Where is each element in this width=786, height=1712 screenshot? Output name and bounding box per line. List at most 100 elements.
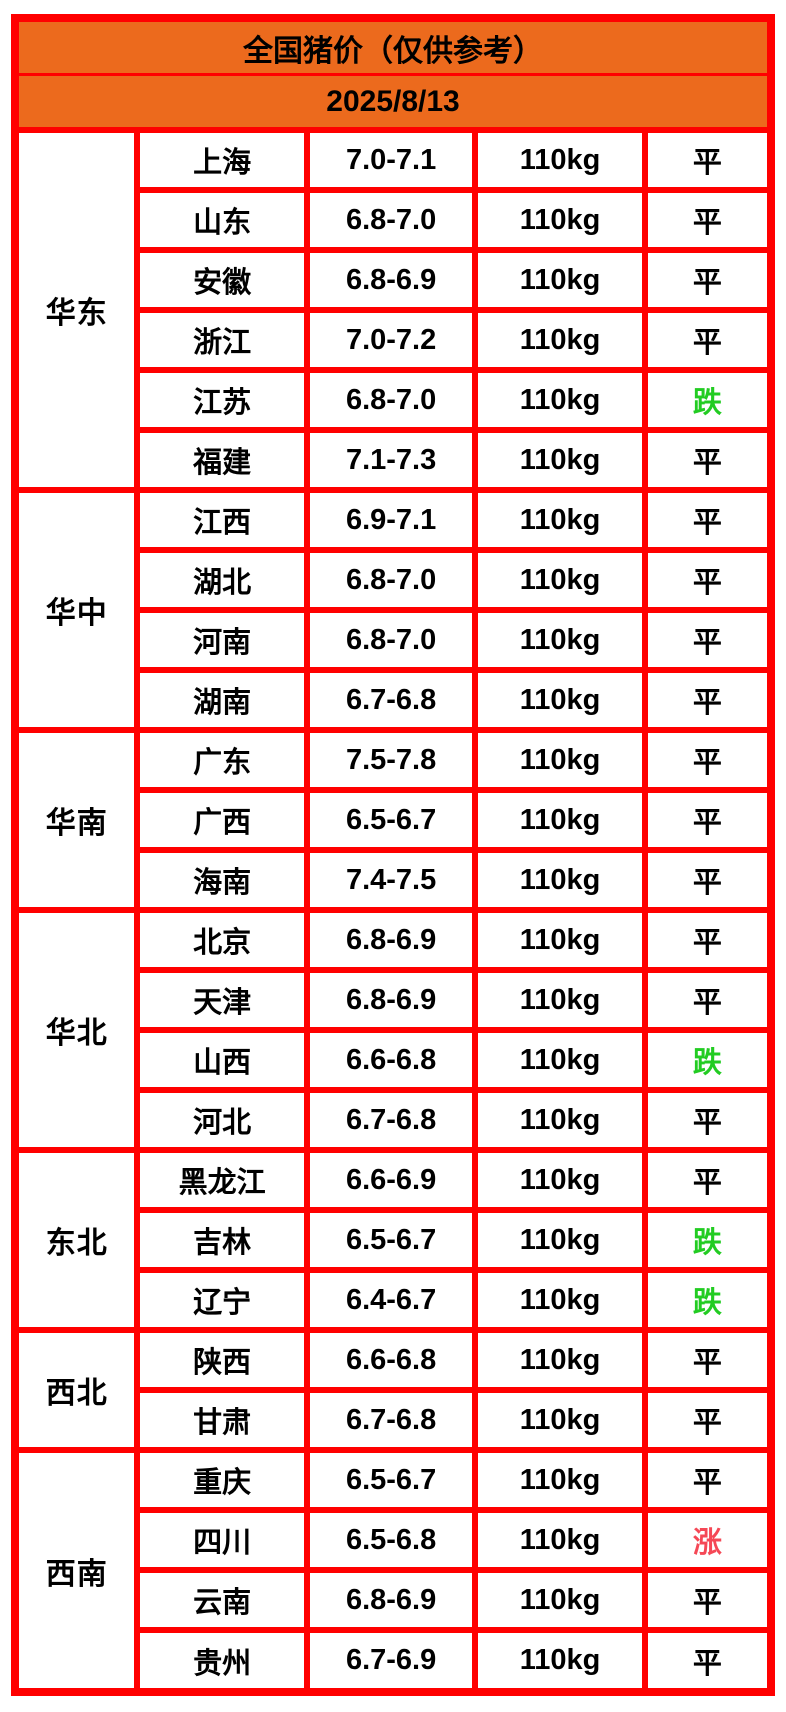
trend-cell: 平 [641,667,775,734]
price-cell: 6.5-6.7 [303,787,479,854]
table-row: 湖北 6.8-7.0 110kg 平 [15,547,775,614]
price-cell: 6.6-6.8 [303,1327,479,1394]
province-cell: 重庆 [134,1447,310,1514]
table-row: 华东 上海 7.0-7.1 110kg 平 [11,126,775,494]
table-row: 贵州 6.7-6.9 110kg 平 [15,1627,775,1695]
province-cell: 福建 [134,427,310,494]
province-cell: 江苏 [134,367,310,434]
province-cell: 北京 [134,907,310,974]
date-row: 2025/8/13 [12,73,774,133]
trend-cell: 平 [641,1327,775,1394]
weight-cell: 110kg [472,1027,648,1094]
table-row: 安徽 6.8-6.9 110kg 平 [15,247,775,314]
weight-cell: 110kg [472,727,648,794]
province-cell: 海南 [134,847,310,914]
weight-cell: 110kg [472,787,648,854]
table-row: 河北 6.7-6.8 110kg 平 [15,1087,775,1154]
table-row: 云南 6.8-6.9 110kg 平 [15,1567,775,1634]
price-cell: 6.7-6.8 [303,1087,479,1154]
weight-cell: 110kg [472,1327,648,1394]
table-row: 吉林 6.5-6.7 110kg 跌 [15,1207,775,1274]
province-cell: 贵州 [134,1627,310,1695]
province-cell: 天津 [134,967,310,1034]
province-cell: 四川 [134,1507,310,1574]
region-cell: 华中 [11,487,141,734]
region-cell: 华东 [11,126,141,494]
title-row: 全国猪价（仅供参考） [12,15,774,76]
weight-cell: 110kg [472,967,648,1034]
weight-cell: 110kg [472,1087,648,1154]
trend-cell: 平 [641,187,775,254]
weight-cell: 110kg [472,1387,648,1454]
price-cell: 6.9-7.1 [303,487,479,554]
table-row: 河南 6.8-7.0 110kg 平 [15,607,775,674]
price-cell: 6.8-7.0 [303,607,479,674]
price-cell: 6.5-6.7 [303,1447,479,1514]
table-row: 华南 广东 7.5-7.8 110kg 平 [11,727,775,914]
trend-cell: 涨 [641,1507,775,1574]
province-cell: 江西 [134,487,310,554]
weight-cell: 110kg [472,1147,648,1214]
price-cell: 6.6-6.8 [303,1027,479,1094]
trend-cell: 跌 [641,1207,775,1274]
trend-cell: 平 [641,307,775,374]
province-cell: 云南 [134,1567,310,1634]
trend-cell: 跌 [641,367,775,434]
table-title: 全国猪价（仅供参考） [12,15,774,76]
price-cell: 6.8-7.0 [303,547,479,614]
price-cell: 7.4-7.5 [303,847,479,914]
weight-cell: 110kg [472,907,648,974]
price-cell: 6.8-6.9 [303,247,479,314]
region-cell: 华北 [11,907,141,1154]
trend-cell: 平 [641,787,775,854]
price-cell: 6.7-6.9 [303,1627,479,1695]
weight-cell: 110kg [472,547,648,614]
province-cell: 浙江 [134,307,310,374]
province-cell: 山西 [134,1027,310,1094]
province-cell: 河南 [134,607,310,674]
price-cell: 6.5-6.7 [303,1207,479,1274]
weight-cell: 110kg [472,1267,648,1334]
table-row: 华北 北京 6.8-6.9 110kg 平 [11,907,775,1154]
table-row: 甘肃 6.7-6.8 110kg 平 [15,1387,775,1454]
weight-cell: 110kg [472,1207,648,1274]
province-cell: 广东 [134,727,310,794]
trend-cell: 平 [641,1447,775,1514]
weight-cell: 110kg [472,247,648,314]
table-row: 华中 江西 6.9-7.1 110kg 平 [11,487,775,734]
weight-cell: 110kg [472,1507,648,1574]
price-cell: 6.6-6.9 [303,1147,479,1214]
trend-cell: 平 [641,847,775,914]
province-cell: 上海 [134,126,310,194]
region-cell: 西北 [11,1327,141,1454]
price-cell: 7.0-7.2 [303,307,479,374]
trend-cell: 平 [641,967,775,1034]
trend-cell: 平 [641,1567,775,1634]
weight-cell: 110kg [472,1627,648,1695]
table-row: 福建 7.1-7.3 110kg 平 [15,427,775,494]
weight-cell: 110kg [472,427,648,494]
price-cell: 7.1-7.3 [303,427,479,494]
trend-cell: 平 [641,1627,775,1695]
price-cell: 6.7-6.8 [303,1387,479,1454]
region-cell: 华南 [11,727,141,914]
price-cell: 6.8-7.0 [303,187,479,254]
trend-cell: 平 [641,1147,775,1214]
price-cell: 6.7-6.8 [303,667,479,734]
table-row: 天津 6.8-6.9 110kg 平 [15,967,775,1034]
pig-price-table: 全国猪价（仅供参考） 2025/8/13 华东 上海 7.0-7.1 110kg 平山东… [11,14,775,1696]
table-row: 海南 7.4-7.5 110kg 平 [15,847,775,914]
province-cell: 安徽 [134,247,310,314]
weight-cell: 110kg [472,126,648,194]
weight-cell: 110kg [472,607,648,674]
table-row: 浙江 7.0-7.2 110kg 平 [15,307,775,374]
table-row: 山西 6.6-6.8 110kg 跌 [15,1027,775,1094]
weight-cell: 110kg [472,487,648,554]
trend-cell: 平 [641,1087,775,1154]
price-cell: 6.5-6.8 [303,1507,479,1574]
price-cell: 7.0-7.1 [303,126,479,194]
table-row: 四川 6.5-6.8 110kg 涨 [15,1507,775,1574]
price-cell: 6.8-6.9 [303,967,479,1034]
price-cell: 6.4-6.7 [303,1267,479,1334]
